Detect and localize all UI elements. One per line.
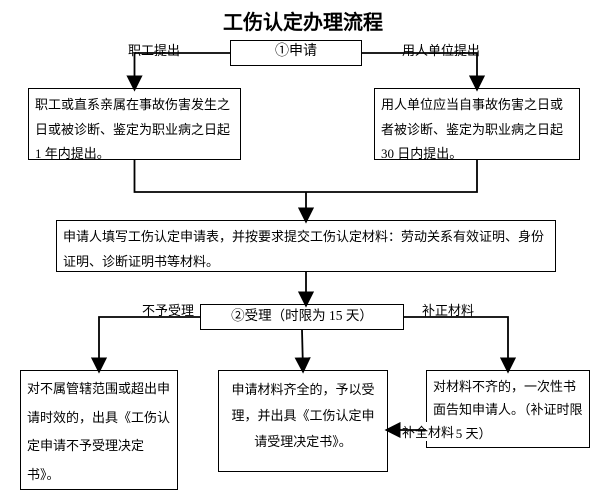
node-apply-label: ①申请: [275, 44, 317, 59]
node-not-accepted-text: 对不属管辖范围或超出申请时效的，出具《工伤认定申请不予受理决定书》。: [27, 381, 170, 482]
edge-label-employee: 职工提出: [126, 40, 182, 59]
edge-label-supplement2: 补全材料: [400, 422, 456, 441]
node-materials-text: 申请人填写工伤认定申请表，并按要求提交工伤认定材料：劳动关系有效证明、身份证明、…: [63, 229, 544, 269]
node-apply: ①申请: [230, 40, 362, 66]
page-title: 工伤认定办理流程: [0, 6, 606, 35]
node-employer-deadline: 用人单位应当自事故伤害之日或者被诊断、鉴定为职业病之日起 30 日内提出。: [374, 88, 580, 160]
node-employee-deadline-text: 职工或直系亲属在事故伤害发生之日或被诊断、鉴定为职业病之日起 1 年内提出。: [35, 97, 230, 161]
node-employee-deadline: 职工或直系亲属在事故伤害发生之日或被诊断、鉴定为职业病之日起 1 年内提出。: [28, 88, 241, 160]
node-accepted-text: 申请材料齐全的，予以受理，并出具《工伤认定申请受理决定书》。: [231, 382, 374, 449]
node-accept-label: ②受理（时限为 15 天）: [231, 308, 373, 323]
edge-label-noaccept: 不予受理: [140, 300, 196, 319]
edge-label-supplement: 补正材料: [420, 300, 476, 319]
node-employer-deadline-text: 用人单位应当自事故伤害之日或者被诊断、鉴定为职业病之日起 30 日内提出。: [381, 97, 563, 161]
node-materials: 申请人填写工伤认定申请表，并按要求提交工伤认定材料：劳动关系有效证明、身份证明、…: [56, 220, 556, 272]
node-not-accepted: 对不属管辖范围或超出申请时效的，出具《工伤认定申请不予受理决定书》。: [20, 370, 178, 490]
node-accept: ②受理（时限为 15 天）: [200, 304, 404, 330]
node-accepted: 申请材料齐全的，予以受理，并出具《工伤认定申请受理决定书》。: [218, 370, 388, 472]
edge-label-employer: 用人单位提出: [400, 40, 482, 59]
